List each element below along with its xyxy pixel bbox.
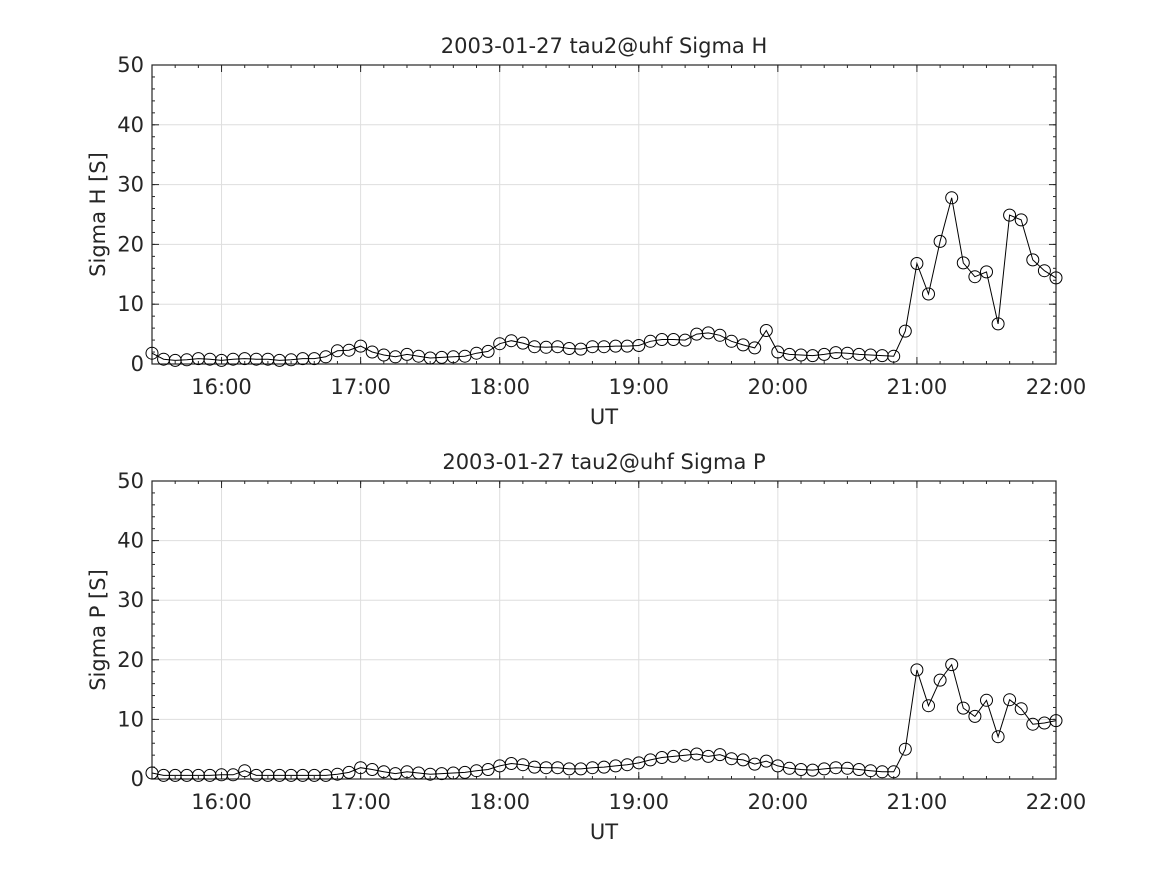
data-point	[1003, 208, 1017, 222]
y-tick-label: 40	[117, 113, 144, 137]
data-point	[898, 324, 912, 338]
plot-area	[152, 481, 1056, 779]
data-point	[956, 701, 970, 715]
data-point	[1049, 714, 1063, 728]
data-point	[759, 754, 773, 768]
data-point	[1026, 253, 1040, 267]
plot-area	[152, 65, 1056, 364]
data-point	[898, 742, 912, 756]
data-point	[632, 339, 646, 352]
data-point	[226, 768, 240, 782]
data-point	[945, 191, 959, 205]
data-point	[1003, 693, 1017, 707]
data-point	[748, 341, 762, 355]
data-point	[238, 764, 252, 778]
data-point	[910, 663, 924, 677]
data-point	[319, 350, 333, 364]
data-point	[922, 699, 935, 713]
data-point	[145, 346, 159, 360]
data-point	[980, 693, 993, 707]
y-axis-label: Sigma P [S]	[86, 569, 110, 691]
x-tick-label: 22:00	[1026, 375, 1087, 399]
axes-box	[151, 480, 1057, 780]
series-line	[151, 663, 1057, 776]
data-point	[933, 673, 947, 687]
data-point	[968, 270, 982, 284]
y-tick-label: 40	[117, 529, 144, 553]
data-point	[956, 256, 970, 270]
data-point	[759, 324, 773, 337]
chart-title: 2003-01-27 tau2@uhf Sigma H	[441, 34, 767, 58]
x-tick-label: 21:00	[887, 375, 948, 399]
data-point	[354, 339, 368, 353]
x-tick-label: 20:00	[748, 375, 809, 399]
data-point	[713, 748, 727, 762]
x-tick-label: 19:00	[609, 790, 670, 814]
data-point	[933, 234, 947, 248]
y-tick-label: 30	[117, 173, 144, 197]
x-tick-label: 20:00	[748, 790, 809, 814]
x-tick-label: 18:00	[469, 790, 530, 814]
data-point	[1014, 213, 1028, 227]
x-tick-label: 17:00	[330, 375, 391, 399]
data-point	[713, 328, 727, 342]
x-tick-label: 16:00	[191, 375, 252, 399]
data-point	[342, 343, 356, 357]
axes-box	[151, 64, 1057, 365]
x-tick-label: 16:00	[191, 790, 252, 814]
data-point	[945, 658, 959, 672]
data-point	[1014, 702, 1028, 716]
data-point	[887, 349, 901, 363]
data-point	[342, 765, 356, 779]
chart-title: 2003-01-27 tau2@uhf Sigma P	[442, 450, 765, 474]
y-tick-label: 10	[117, 292, 144, 316]
data-point	[725, 334, 738, 348]
data-point	[1049, 271, 1063, 285]
sigma-h-subplot: 16:00 17:00 18:00 19:00 20:00 21:00 22:00 0 10 20…	[86, 34, 1086, 429]
y-tick-label: 10	[117, 707, 144, 731]
y-axis-label: Sigma H [S]	[86, 152, 110, 277]
data-point	[481, 763, 495, 776]
data-point	[980, 265, 993, 279]
sigma-p-subplot: 16:00 17:00 18:00 19:00 20:00 21:00 22:00 0 10 20…	[86, 450, 1086, 844]
data-point	[991, 317, 1005, 331]
data-point	[678, 333, 692, 347]
x-tick-label: 17:00	[330, 790, 391, 814]
data-point	[516, 336, 530, 350]
data-point	[736, 753, 750, 767]
y-tick-label: 0	[131, 767, 144, 791]
data-point	[991, 730, 1005, 744]
data-point	[481, 344, 495, 358]
y-tick-label: 20	[117, 232, 144, 256]
y-tick-label: 50	[117, 469, 144, 493]
y-tick-label: 50	[117, 53, 144, 77]
x-tick-label: 21:00	[887, 790, 948, 814]
data-point	[1037, 264, 1051, 278]
y-tick-label: 30	[117, 588, 144, 612]
x-tick-label: 22:00	[1026, 790, 1087, 814]
data-point	[922, 287, 935, 301]
x-tick-label: 19:00	[609, 375, 670, 399]
series-line	[151, 197, 1057, 361]
data-point	[968, 709, 982, 723]
x-axis-label: UT	[590, 820, 618, 844]
data-point	[910, 257, 924, 270]
y-tick-label: 20	[117, 648, 144, 672]
x-tick-label: 18:00	[469, 375, 530, 399]
y-tick-label: 0	[131, 352, 144, 376]
data-point	[887, 765, 901, 779]
x-axis-label: UT	[590, 405, 618, 429]
